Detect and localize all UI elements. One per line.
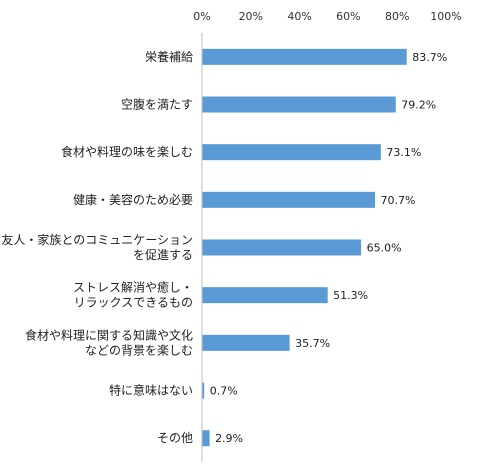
category-label: 空腹を満たす xyxy=(121,98,193,112)
bar xyxy=(202,430,210,447)
bar xyxy=(202,287,328,304)
value-label: 65.0% xyxy=(367,242,402,255)
value-label: 83.7% xyxy=(412,51,447,64)
category-label: 特に意味はない xyxy=(109,383,193,398)
x-tick-label: 100% xyxy=(430,10,461,23)
bar xyxy=(202,48,407,65)
value-labels: 83.7% 79.2% 73.1% 70.7% 65.0% 51.3% 35.7% 0.7% 2… xyxy=(210,51,447,445)
value-label: 70.7% xyxy=(381,194,416,207)
value-label: 73.1% xyxy=(386,146,421,159)
x-axis-ticks: 0% 20% 40% 60% 80% 100% xyxy=(193,10,461,23)
value-label: 51.3% xyxy=(333,289,368,302)
bar xyxy=(202,239,362,256)
value-label: 35.7% xyxy=(295,337,330,350)
value-label: 79.2% xyxy=(401,99,436,112)
value-label: 2.9% xyxy=(215,432,243,445)
x-tick-label: 60% xyxy=(336,10,360,23)
bar xyxy=(202,334,290,351)
bar xyxy=(202,96,396,113)
category-label: 友人・家族とのコミュニケーションを促進する xyxy=(1,232,193,262)
bar xyxy=(202,382,205,399)
category-label: ストレス解消や癒し・リラックスできるもの xyxy=(73,280,193,310)
value-label: 0.7% xyxy=(210,385,238,398)
bar xyxy=(202,144,381,161)
category-label: 健康・美容のため必要 xyxy=(73,192,193,207)
x-tick-label: 80% xyxy=(385,10,409,23)
category-label: 食材や料理に関する知識や文化などの背景を楽しむ xyxy=(25,327,193,357)
x-tick-label: 0% xyxy=(193,10,210,23)
x-tick-label: 20% xyxy=(239,10,263,23)
category-labels: 栄養補給空腹を満たす食材や料理の味を楽しむ健康・美容のため必要友人・家族とのコミ… xyxy=(1,49,193,445)
bar xyxy=(202,191,376,208)
category-label: 食材や料理の味を楽しむ xyxy=(61,144,193,159)
category-label: 栄養補給 xyxy=(145,49,193,64)
bars xyxy=(202,48,407,447)
x-tick-label: 40% xyxy=(287,10,311,23)
category-label: その他 xyxy=(157,431,193,445)
